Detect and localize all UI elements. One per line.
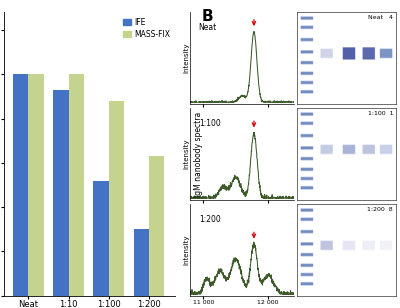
Bar — [28, 74, 44, 296]
Bar — [53, 90, 68, 296]
Y-axis label: Intensity: Intensity — [183, 139, 189, 169]
Bar — [13, 74, 28, 296]
Text: 1:200: 1:200 — [199, 215, 220, 224]
Bar — [134, 229, 149, 296]
Bar — [68, 74, 84, 296]
Legend: IFE, MASS-FIX: IFE, MASS-FIX — [122, 16, 172, 40]
Text: 1:100  1: 1:100 1 — [368, 111, 393, 116]
X-axis label: $m/z$: $m/z$ — [234, 306, 250, 308]
Bar — [94, 180, 109, 296]
Text: Neat: Neat — [199, 23, 217, 32]
Y-axis label: Intensity: Intensity — [183, 43, 189, 73]
Text: 1:100: 1:100 — [199, 119, 220, 128]
Bar — [109, 101, 124, 296]
Text: Neat   4: Neat 4 — [368, 15, 393, 20]
Text: IgM nanobody spectra: IgM nanobody spectra — [194, 111, 203, 197]
Y-axis label: Intensity: Intensity — [183, 235, 189, 265]
Text: 1:200  8: 1:200 8 — [368, 207, 393, 212]
Text: B: B — [201, 9, 213, 24]
Bar — [149, 156, 164, 296]
